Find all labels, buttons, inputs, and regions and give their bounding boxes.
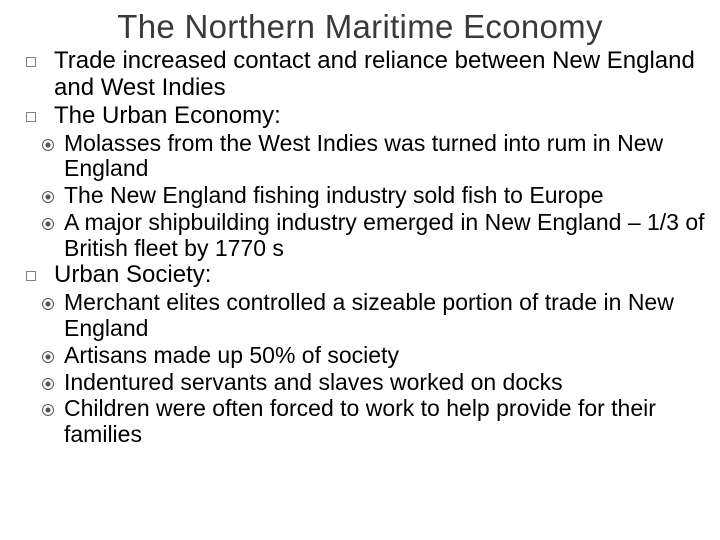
bullet-level2: Merchant elites controlled a sizeable po… <box>38 290 706 342</box>
bullet-level2: Indentured servants and slaves worked on… <box>38 370 706 396</box>
bullet-level2: A major shipbuilding industry emerged in… <box>38 210 706 262</box>
bullet-level2: Molasses from the West Indies was turned… <box>38 131 706 183</box>
bullet-level1: Trade increased contact and reliance bet… <box>14 48 706 102</box>
slide-title: The Northern Maritime Economy <box>14 8 706 46</box>
bullet-level2: Children were often forced to work to he… <box>38 396 706 448</box>
bullet-level2: Artisans made up 50% of society <box>38 343 706 369</box>
bullet-level1: The Urban Economy: <box>14 103 706 130</box>
bullet-level1: Urban Society: <box>14 262 706 289</box>
bullet-level2: The New England fishing industry sold fi… <box>38 183 706 209</box>
